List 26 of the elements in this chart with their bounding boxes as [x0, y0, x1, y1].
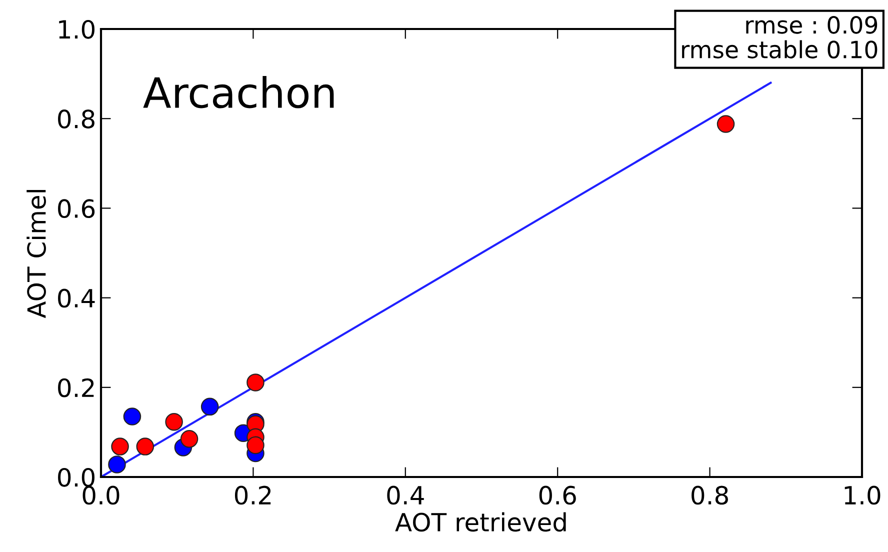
x-tick-label: 0.0: [82, 486, 120, 505]
point: [108, 456, 126, 474]
point: [246, 436, 264, 454]
point: [246, 374, 264, 392]
x-tick-label: 0.4: [387, 486, 424, 505]
annotation: rmse : 0.09 rmse stable 0.10: [682, 16, 878, 58]
point: [716, 115, 735, 133]
x-tick-label: 0.6: [539, 486, 576, 505]
y-tick-label: 0.8: [58, 110, 94, 128]
point: [111, 438, 129, 456]
point: [123, 408, 142, 426]
y-tick-label: 1.0: [59, 20, 94, 39]
y-tick-label: 0.4: [58, 288, 95, 308]
x-tick-label: 0.2: [234, 486, 271, 505]
point: [200, 398, 219, 416]
point: [165, 413, 183, 431]
point: [180, 430, 198, 448]
y-tick-label: 0.0: [58, 468, 94, 487]
x-tick-label: 0.8: [692, 486, 728, 505]
point: [136, 438, 154, 456]
y-tick-label: 0.6: [58, 199, 95, 218]
x-axis-title: AOT retrieved: [395, 512, 566, 532]
x-tick-label: 1.0: [844, 486, 880, 505]
text: Arcachon: [143, 76, 334, 108]
y-tick-label: 0.2: [58, 378, 94, 398]
y-axis-title: AOT Cimel: [26, 190, 46, 318]
